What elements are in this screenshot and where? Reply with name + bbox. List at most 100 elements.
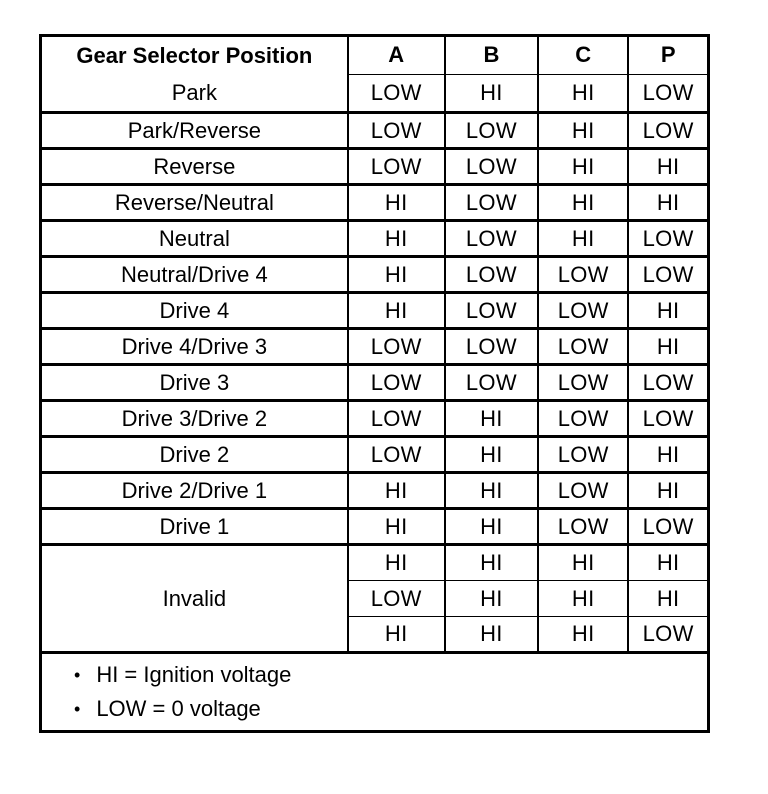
value-cell: LOW	[346, 399, 445, 437]
gear-table-body: Gear Selector Position Park A B C P LOW HI HI LOW…	[40, 35, 709, 732]
row-label: Drive 2	[40, 435, 348, 473]
value-cell: HI	[443, 435, 539, 473]
value-cell: LOW	[627, 363, 709, 401]
table-row: Drive 2/Drive 1 HI HI LOW HI	[40, 471, 709, 509]
value-cell: LOW	[627, 616, 709, 653]
value-cell: LOW	[537, 255, 629, 293]
column-header-a: A	[346, 35, 445, 74]
table-row: Reverse LOW LOW HI HI	[40, 147, 709, 185]
value-cell: HI	[537, 580, 629, 617]
row-label: Park/Reverse	[40, 111, 348, 149]
table-row: Drive 3/Drive 2 LOW HI LOW LOW	[40, 399, 709, 437]
column-header-p: P	[627, 35, 709, 74]
value-cell: HI	[443, 580, 539, 617]
table-row: Park/Reverse LOW LOW HI LOW	[40, 111, 709, 149]
value-cell: HI	[627, 543, 709, 581]
gear-selector-position-cell: Gear Selector Position Park	[41, 36, 348, 113]
value-cell: HI	[537, 616, 629, 653]
value-cell: LOW	[443, 363, 539, 401]
value-cell: HI	[346, 543, 445, 581]
value-cell: LOW	[346, 435, 445, 473]
value-cell: LOW	[346, 111, 445, 149]
row-label: Drive 1	[40, 507, 348, 545]
row-label: Neutral	[40, 219, 348, 257]
row-label: Drive 4	[40, 291, 348, 329]
value-cell: HI	[537, 147, 629, 185]
table-row: Drive 3 LOW LOW LOW LOW	[40, 363, 709, 401]
value-cell: LOW	[346, 580, 445, 617]
row-label: Reverse	[40, 147, 348, 185]
value-cell: HI	[627, 580, 709, 617]
value-cell: HI	[346, 507, 445, 545]
value-cell: HI	[627, 147, 709, 185]
value-cell: HI	[443, 471, 539, 509]
column-header-b: B	[443, 35, 539, 74]
value-cell: LOW	[627, 219, 709, 257]
row-label-park: Park	[171, 79, 217, 105]
value-cell: LOW	[443, 219, 539, 257]
column-header-c: C	[537, 35, 629, 74]
row-label: Drive 2/Drive 1	[40, 471, 348, 509]
row-label: Drive 3/Drive 2	[40, 399, 348, 437]
invalid-row: Invalid HI HI HI HI	[40, 543, 709, 653]
note-item: • LOW = 0 voltage	[74, 696, 707, 722]
value-cell: HI	[346, 291, 445, 329]
value-cell: LOW	[537, 327, 629, 365]
value-cell: LOW	[443, 147, 539, 185]
row-label: Drive 4/Drive 3	[40, 327, 348, 365]
invalid-group-label: Invalid	[40, 543, 348, 653]
gear-selector-position-label: Gear Selector Position	[76, 42, 313, 68]
value-cell: HI	[443, 73, 539, 113]
note-item: • HI = Ignition voltage	[74, 662, 707, 688]
notes-list: • HI = Ignition voltage • LOW = 0 voltage	[42, 656, 707, 731]
value-cell: LOW	[443, 111, 539, 149]
value-cell: LOW	[627, 111, 709, 149]
value-cell: HI	[627, 183, 709, 221]
value-cell: LOW	[627, 73, 709, 113]
table-row: Neutral/Drive 4 HI LOW LOW LOW	[40, 255, 709, 293]
invalid-row: HI HI HI LOW	[41, 616, 709, 653]
value-cell: LOW	[443, 327, 539, 365]
value-cell: HI	[346, 255, 445, 293]
value-cell: LOW	[346, 363, 445, 401]
value-cell: HI	[346, 471, 445, 509]
row-label: Neutral/Drive 4	[40, 255, 348, 293]
bullet-icon: •	[74, 665, 81, 685]
value-cell: LOW	[537, 291, 629, 329]
value-cell: LOW	[537, 507, 629, 545]
table-row: Neutral HI LOW HI LOW	[40, 219, 709, 257]
notes-cell: • HI = Ignition voltage • LOW = 0 voltage	[40, 651, 709, 732]
table-row: Drive 1 HI HI LOW LOW	[40, 507, 709, 545]
table-row: Drive 4 HI LOW LOW HI	[40, 291, 709, 329]
value-cell: HI	[443, 616, 539, 653]
invalid-row: LOW HI HI HI	[41, 580, 709, 617]
value-cell: LOW	[537, 399, 629, 437]
note-text: HI = Ignition voltage	[96, 662, 292, 687]
value-cell: LOW	[443, 291, 539, 329]
row-label: Reverse/Neutral	[40, 183, 348, 221]
value-cell: HI	[537, 183, 629, 221]
value-cell: LOW	[537, 435, 629, 473]
value-cell: LOW	[346, 147, 445, 185]
header-row: Gear Selector Position Park A B C P	[41, 35, 709, 105]
bullet-icon: •	[74, 699, 81, 719]
value-cell: LOW	[346, 327, 445, 365]
value-cell: LOW	[537, 471, 629, 509]
table-row: Reverse/Neutral HI LOW HI HI	[40, 183, 709, 221]
value-cell: LOW	[443, 183, 539, 221]
row-label: Drive 3	[40, 363, 348, 401]
value-cell: HI	[443, 507, 539, 545]
value-cell: HI	[537, 73, 629, 113]
value-cell: HI	[346, 183, 445, 221]
value-cell: HI	[346, 219, 445, 257]
value-cell: LOW	[537, 363, 629, 401]
value-cell: HI	[627, 327, 709, 365]
value-cell: HI	[627, 435, 709, 473]
value-cell: LOW	[627, 255, 709, 293]
value-cell: HI	[443, 399, 539, 437]
value-cell: HI	[346, 616, 445, 653]
gear-selector-signal-table: Gear Selector Position Park A B C P LOW HI HI LOW…	[39, 34, 710, 733]
value-cell: LOW	[627, 507, 709, 545]
value-cell: HI	[443, 543, 539, 581]
